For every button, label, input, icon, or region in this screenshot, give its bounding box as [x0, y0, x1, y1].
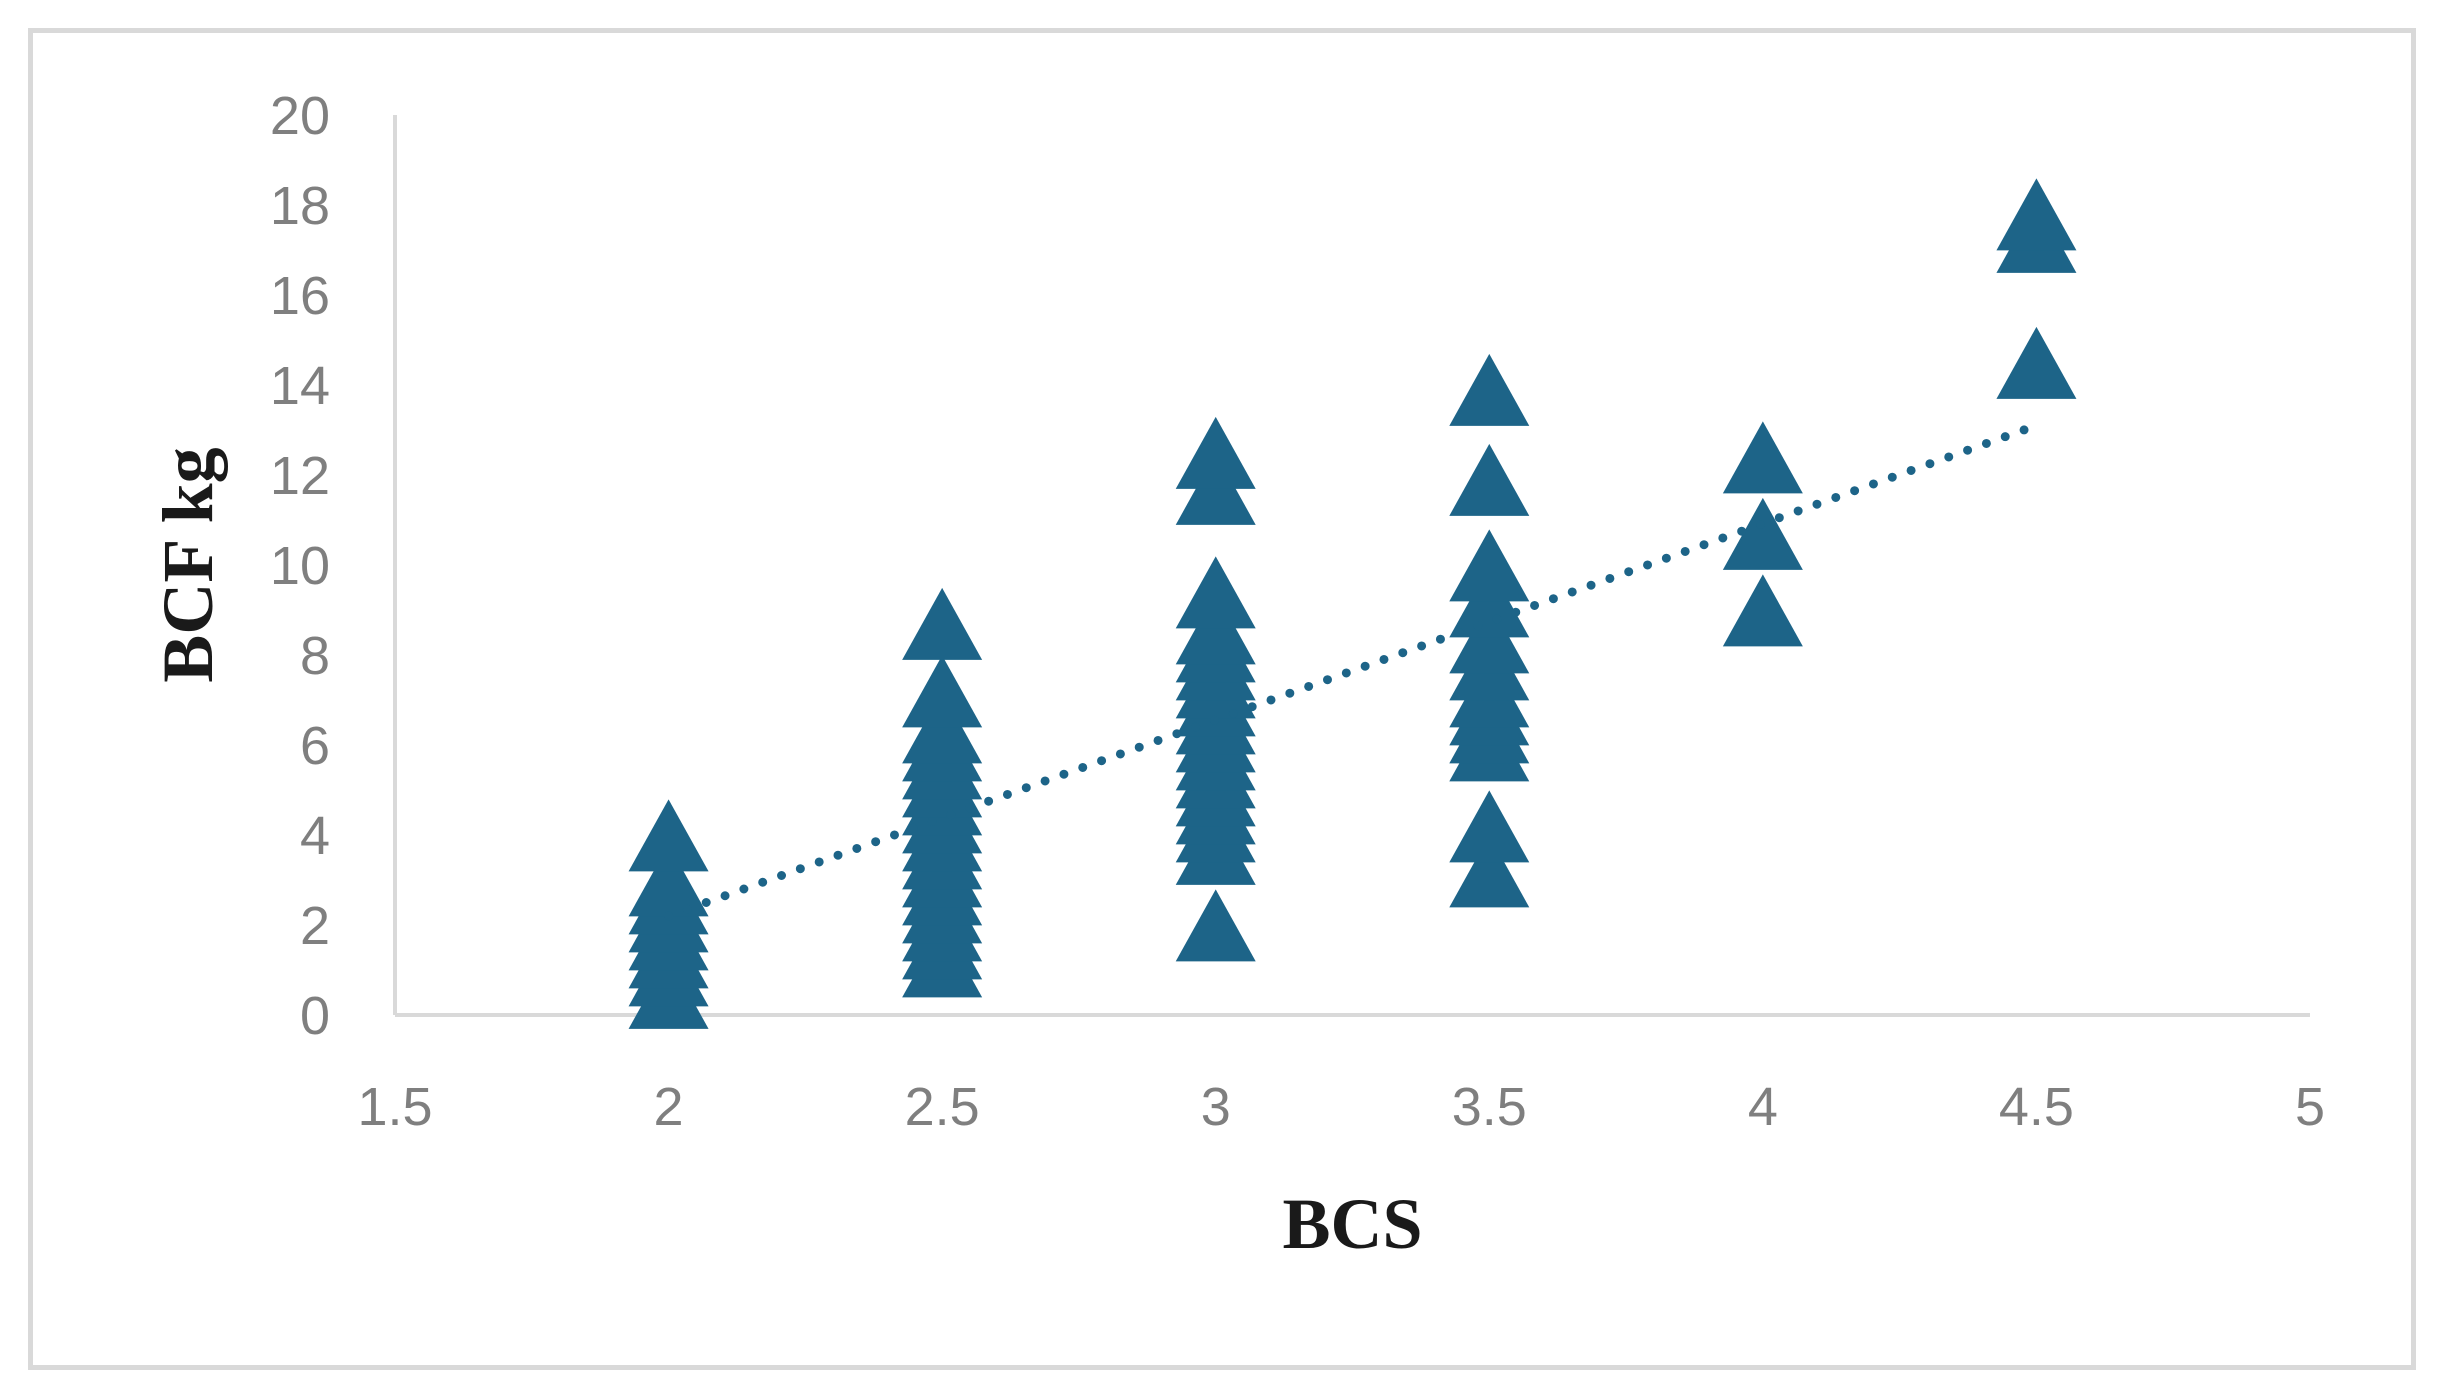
data-point-triangle	[628, 799, 709, 872]
y-tick-label: 18	[270, 176, 330, 236]
x-tick-label: 4	[1748, 1077, 1778, 1137]
y-tick-label: 0	[300, 986, 330, 1046]
y-tick-label: 20	[270, 86, 330, 146]
data-point-triangle	[1175, 416, 1256, 489]
data-point-triangle	[902, 655, 983, 728]
data-point-triangle	[1722, 421, 1803, 494]
x-axis-title: BCS	[1282, 1184, 1422, 1264]
y-tick-label: 8	[300, 626, 330, 686]
x-tick-label: 5	[2295, 1077, 2325, 1137]
y-tick-label: 14	[270, 356, 330, 416]
data-point-triangle	[1449, 353, 1530, 426]
data-point-triangle	[1449, 443, 1530, 516]
data-points	[628, 178, 2077, 1029]
y-tick-label: 12	[270, 446, 330, 506]
y-tick-label: 10	[270, 536, 330, 596]
data-point-triangle	[1996, 178, 2077, 251]
x-tick-label: 1.5	[357, 1077, 432, 1137]
data-point-triangle	[1175, 556, 1256, 629]
y-axis-title: BCF kg	[148, 447, 228, 682]
x-tick-label: 2	[654, 1077, 684, 1137]
x-tick-label: 3	[1201, 1077, 1231, 1137]
data-point-triangle	[902, 587, 983, 660]
x-tick-labels: 1.5 2 2.5 3 3.5 4 4.5 5	[357, 1077, 2325, 1137]
data-point-triangle	[1449, 790, 1530, 863]
x-tick-label: 2.5	[905, 1077, 980, 1137]
x-tick-label: 3.5	[1452, 1077, 1527, 1137]
data-point-triangle	[628, 844, 709, 917]
y-tick-labels: 0 2 4 6 8 10 12 14 16 18 20	[270, 86, 330, 1046]
x-tick-label: 4.5	[1999, 1077, 2074, 1137]
y-tick-label: 4	[300, 806, 330, 866]
y-tick-label: 16	[270, 266, 330, 326]
data-point-triangle	[1722, 574, 1803, 647]
data-point-triangle	[1175, 889, 1256, 962]
data-point-triangle	[1722, 497, 1803, 570]
data-point-triangle	[1449, 835, 1530, 908]
y-tick-label: 2	[300, 896, 330, 956]
y-tick-label: 6	[300, 716, 330, 776]
trendline	[664, 421, 2041, 921]
data-point-triangle	[1449, 529, 1530, 602]
data-point-triangle	[1996, 326, 2077, 399]
